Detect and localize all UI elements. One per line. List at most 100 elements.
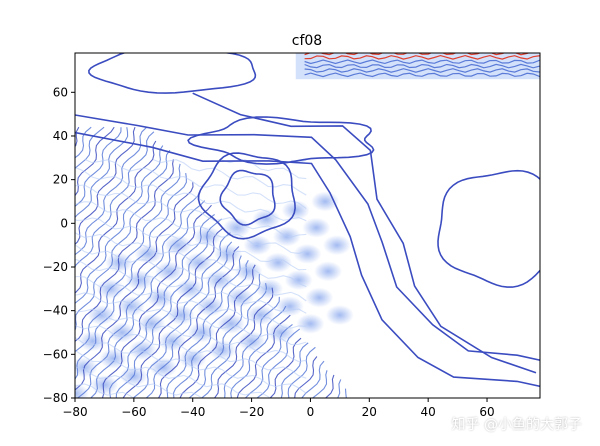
contour-line bbox=[84, 158, 307, 210]
contour-line bbox=[75, 275, 307, 329]
contour-line bbox=[256, 328, 301, 398]
contour-line bbox=[213, 287, 274, 398]
contour-line bbox=[75, 131, 540, 388]
lattice-blob bbox=[314, 261, 343, 282]
contour-loop-mid bbox=[187, 116, 375, 165]
x-tick-label: 40 bbox=[421, 405, 436, 419]
lattice-blob bbox=[184, 252, 213, 273]
x-tick-label: −80 bbox=[62, 405, 87, 419]
contour-line bbox=[304, 72, 540, 78]
y-tick-label: −40 bbox=[43, 304, 68, 318]
plot-frame bbox=[74, 52, 541, 399]
contour-line bbox=[301, 360, 325, 398]
contour-line bbox=[304, 53, 540, 56]
contour-line bbox=[75, 231, 307, 288]
contour-line bbox=[294, 356, 318, 398]
contour-line bbox=[75, 184, 307, 238]
contour-line bbox=[75, 292, 307, 346]
lattice-blob bbox=[325, 305, 354, 326]
lattice-blob bbox=[252, 208, 281, 229]
contour-line bbox=[69, 401, 92, 402]
contour-loop-top-left bbox=[88, 53, 257, 94]
lattice-blob bbox=[78, 331, 107, 352]
contour-loop-center-outer bbox=[197, 152, 296, 240]
contour-line bbox=[236, 314, 291, 398]
contour-line bbox=[336, 379, 342, 398]
contour-line bbox=[200, 283, 267, 398]
contour-line bbox=[89, 200, 206, 398]
contour-line bbox=[75, 366, 203, 398]
lattice-blob bbox=[255, 278, 284, 299]
lattice-blob bbox=[281, 200, 310, 221]
contour-line bbox=[75, 127, 122, 208]
contour-line bbox=[115, 218, 223, 398]
contour-line bbox=[75, 126, 148, 256]
contour-field bbox=[69, 53, 540, 402]
contour-line bbox=[311, 370, 328, 398]
lattice-blob bbox=[216, 313, 245, 334]
contour-line bbox=[179, 264, 256, 398]
contour-line bbox=[304, 63, 540, 69]
lattice-blob bbox=[296, 313, 325, 334]
contour-line bbox=[75, 383, 135, 398]
contour-line bbox=[145, 241, 233, 398]
x-tick-label: 20 bbox=[362, 405, 377, 419]
contour-line bbox=[76, 191, 201, 398]
lattice-blob bbox=[75, 357, 98, 378]
contour-line bbox=[75, 127, 136, 245]
contour-line bbox=[109, 213, 215, 398]
lattice-blob bbox=[264, 252, 293, 273]
contour-line bbox=[75, 217, 307, 271]
contour-line bbox=[75, 126, 115, 197]
contour-line bbox=[304, 59, 540, 65]
contour-line bbox=[75, 167, 307, 222]
contour-line bbox=[75, 201, 307, 254]
contour-line bbox=[192, 92, 537, 374]
contour-line bbox=[75, 126, 105, 170]
contour-line bbox=[75, 324, 307, 379]
x-tick-label: −60 bbox=[121, 405, 146, 419]
y-tick-label: −80 bbox=[43, 391, 68, 405]
contour-line bbox=[269, 337, 302, 398]
contour-line bbox=[304, 54, 540, 60]
lattice-blob bbox=[137, 313, 166, 334]
contour-loop-right bbox=[437, 169, 540, 288]
lattice-blob bbox=[293, 243, 322, 264]
lattice-blob bbox=[302, 217, 331, 238]
x-tick-label: −40 bbox=[180, 405, 205, 419]
contour-line bbox=[153, 159, 307, 196]
contour-line bbox=[101, 204, 212, 398]
contour-line bbox=[172, 259, 249, 398]
contour-line bbox=[75, 140, 157, 294]
lattice-blob bbox=[116, 296, 145, 317]
contour-line bbox=[75, 336, 307, 394]
lattice-blob bbox=[187, 322, 216, 343]
contour-line bbox=[344, 388, 347, 398]
contour-line bbox=[75, 127, 129, 219]
contour-line bbox=[75, 159, 174, 343]
contour-loop-center bbox=[219, 169, 276, 226]
y-tick-label: −20 bbox=[43, 260, 68, 274]
y-tick-label: 40 bbox=[53, 129, 68, 143]
lattice-blob bbox=[322, 235, 351, 256]
contour-line bbox=[75, 145, 164, 305]
lattice-blob bbox=[164, 235, 193, 256]
chart-title: cf08 bbox=[292, 33, 322, 49]
lattice-blob bbox=[108, 322, 137, 343]
contour-line bbox=[188, 273, 261, 398]
lattice-blob bbox=[214, 243, 243, 264]
outer-contours bbox=[75, 92, 540, 388]
y-tick-label: 20 bbox=[53, 173, 68, 187]
lattice-blob bbox=[305, 287, 334, 308]
contour-line bbox=[304, 68, 540, 73]
y-tick-label: 0 bbox=[60, 216, 68, 230]
contour-line bbox=[75, 259, 307, 314]
contour-line bbox=[230, 305, 287, 398]
contour-line bbox=[122, 227, 224, 398]
lattice-blob bbox=[134, 243, 163, 264]
hot-band bbox=[295, 53, 540, 80]
x-axis: −80 −60 −40 −20 0 20 40 60 bbox=[62, 398, 495, 419]
lattice-blob bbox=[225, 287, 254, 308]
contour-line bbox=[75, 149, 171, 331]
